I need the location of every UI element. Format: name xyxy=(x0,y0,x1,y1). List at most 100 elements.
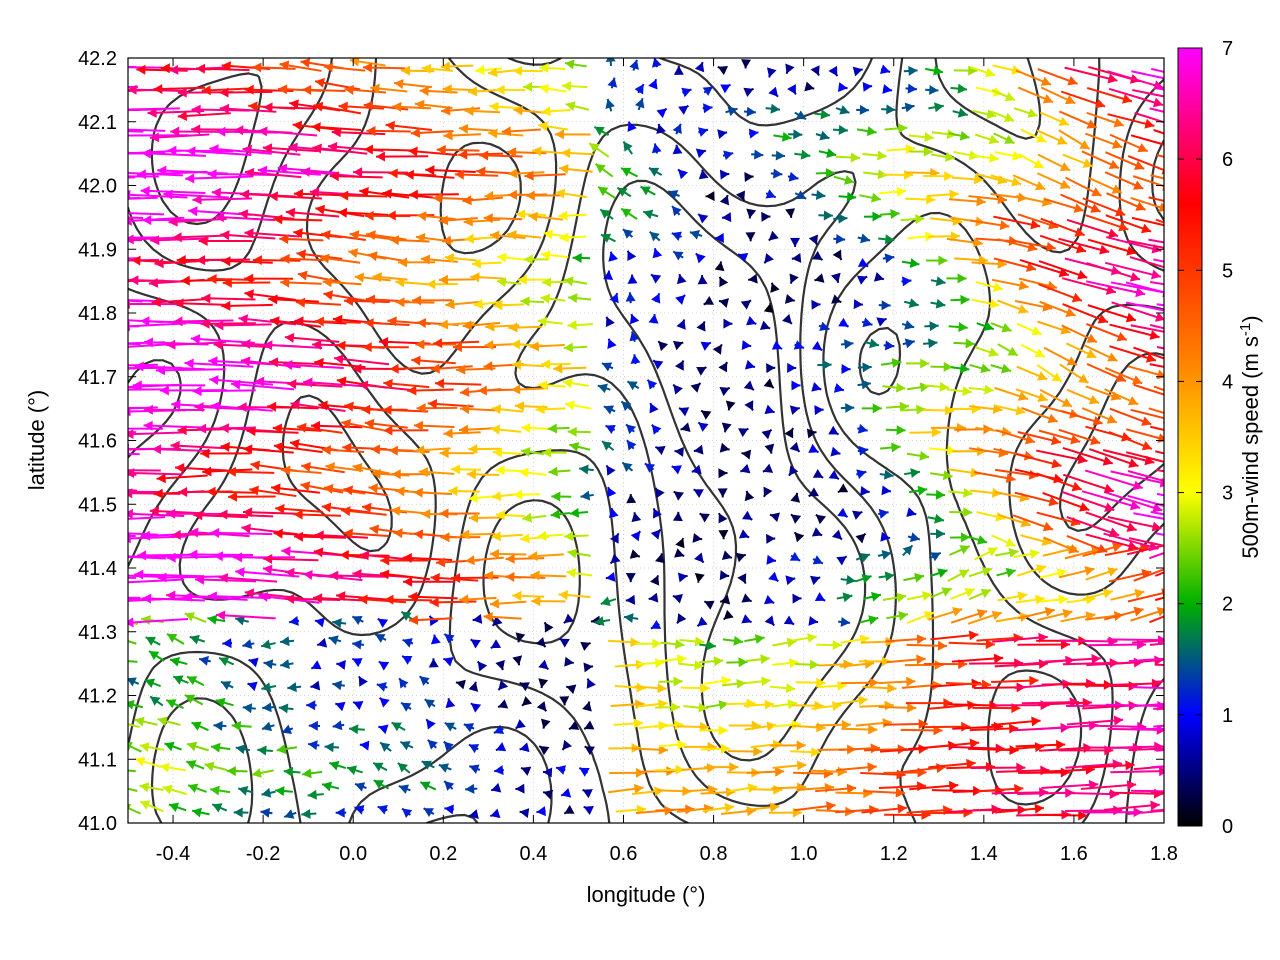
wind-arrow xyxy=(622,140,634,155)
wind-arrow xyxy=(838,317,850,328)
wind-arrow xyxy=(694,552,705,564)
wind-arrow xyxy=(1132,639,1164,644)
wind-arrow xyxy=(692,532,703,543)
wind-arrow xyxy=(563,613,575,624)
wind-arrow xyxy=(184,358,254,369)
wind-arrow xyxy=(878,300,891,311)
wind-arrow xyxy=(837,483,849,494)
wind-arrow xyxy=(856,126,877,137)
wind-arrow xyxy=(467,86,501,97)
wind-arrow xyxy=(791,252,802,263)
wind-arrow xyxy=(359,740,370,751)
wind-arrow xyxy=(1061,789,1119,800)
wind-arrow xyxy=(519,742,530,753)
wind-arrow xyxy=(1065,342,1097,359)
wind-arrow xyxy=(1061,490,1115,512)
wind-arrow xyxy=(697,213,709,224)
wind-arrow xyxy=(580,490,594,501)
wind-arrow xyxy=(523,254,549,265)
wind-arrow xyxy=(436,144,480,155)
wind-arrow xyxy=(648,78,658,90)
wind-arrow xyxy=(337,207,389,218)
wind-arrow xyxy=(169,656,188,667)
wind-arrow xyxy=(583,662,594,673)
wind-arrow xyxy=(558,164,593,175)
wind-arrow xyxy=(862,81,873,92)
wind-arrow xyxy=(1036,172,1071,189)
wind-arrow xyxy=(1017,639,1070,650)
wind-arrow xyxy=(952,107,969,118)
wind-arrow xyxy=(605,424,616,435)
wind-arrow xyxy=(310,680,321,691)
wind-arrow xyxy=(863,211,882,222)
wind-arrow xyxy=(1065,176,1102,197)
wind-arrow xyxy=(430,634,441,645)
wind-arrow xyxy=(1058,237,1110,255)
wind-arrow xyxy=(996,567,1016,578)
colorbar-tick-label: 4 xyxy=(1222,371,1233,393)
wind-arrow xyxy=(769,512,780,523)
wind-arrow xyxy=(508,322,542,333)
wind-arrow xyxy=(768,86,779,98)
wind-arrow xyxy=(128,299,143,303)
wind-arrow xyxy=(862,683,897,694)
wind-arrow xyxy=(373,779,390,790)
wind-arrow xyxy=(882,382,906,393)
wind-arrow xyxy=(540,250,569,261)
wind-arrow xyxy=(1130,134,1164,146)
wind-arrow xyxy=(835,804,879,815)
wind-arrow xyxy=(521,422,549,433)
wind-arrow xyxy=(159,762,187,773)
wind-arrow xyxy=(352,462,390,475)
wind-arrow xyxy=(901,404,926,415)
wind-arrow xyxy=(1153,129,1164,135)
wind-arrow xyxy=(676,319,686,330)
wind-arrow xyxy=(855,574,872,584)
wind-arrow xyxy=(241,523,298,536)
wind-arrow xyxy=(880,358,902,369)
wind-arrow xyxy=(671,205,682,217)
wind-arrow xyxy=(718,512,728,524)
wind-arrow xyxy=(930,738,980,749)
wind-arrow xyxy=(721,550,733,560)
wind-arrow xyxy=(155,365,226,376)
wind-arrow xyxy=(840,574,856,585)
wind-arrow xyxy=(706,700,729,710)
wind-arrow xyxy=(318,400,369,411)
wind-arrow xyxy=(861,317,873,328)
wind-arrow xyxy=(1133,346,1164,360)
wind-arrow xyxy=(460,404,499,415)
wind-arrow xyxy=(1105,214,1152,234)
wind-arrow xyxy=(771,340,783,350)
wind-arrow xyxy=(808,443,819,454)
wind-arrow xyxy=(882,84,893,94)
wind-arrow xyxy=(698,656,724,667)
wind-arrow xyxy=(468,681,479,692)
wind-arrow xyxy=(354,804,365,815)
wind-arrow xyxy=(975,281,1004,292)
wind-arrow xyxy=(316,637,328,648)
wind-arrow xyxy=(658,676,683,687)
x-tick-label: -0.2 xyxy=(246,843,280,865)
wind-arrow xyxy=(578,767,590,777)
wind-arrow xyxy=(745,232,756,242)
wind-arrow xyxy=(654,764,685,775)
wind-arrow xyxy=(275,786,293,797)
wind-arrow xyxy=(196,255,251,266)
wind-arrow xyxy=(1039,111,1070,126)
wind-arrow xyxy=(794,801,836,812)
wind-arrow xyxy=(339,190,388,201)
wind-arrow xyxy=(743,106,756,117)
wind-arrow xyxy=(1082,588,1114,601)
wind-arrow xyxy=(443,130,482,141)
wind-arrow xyxy=(857,379,871,390)
wind-arrow xyxy=(693,488,704,499)
wind-arrow xyxy=(763,303,774,313)
wind-arrow xyxy=(818,659,853,670)
wind-arrow xyxy=(200,448,251,459)
wind-arrow xyxy=(567,426,591,437)
wind-arrow xyxy=(607,77,618,89)
wind-arrow xyxy=(1062,303,1109,324)
wind-arrow xyxy=(950,609,988,624)
wind-arrow xyxy=(1148,238,1164,244)
